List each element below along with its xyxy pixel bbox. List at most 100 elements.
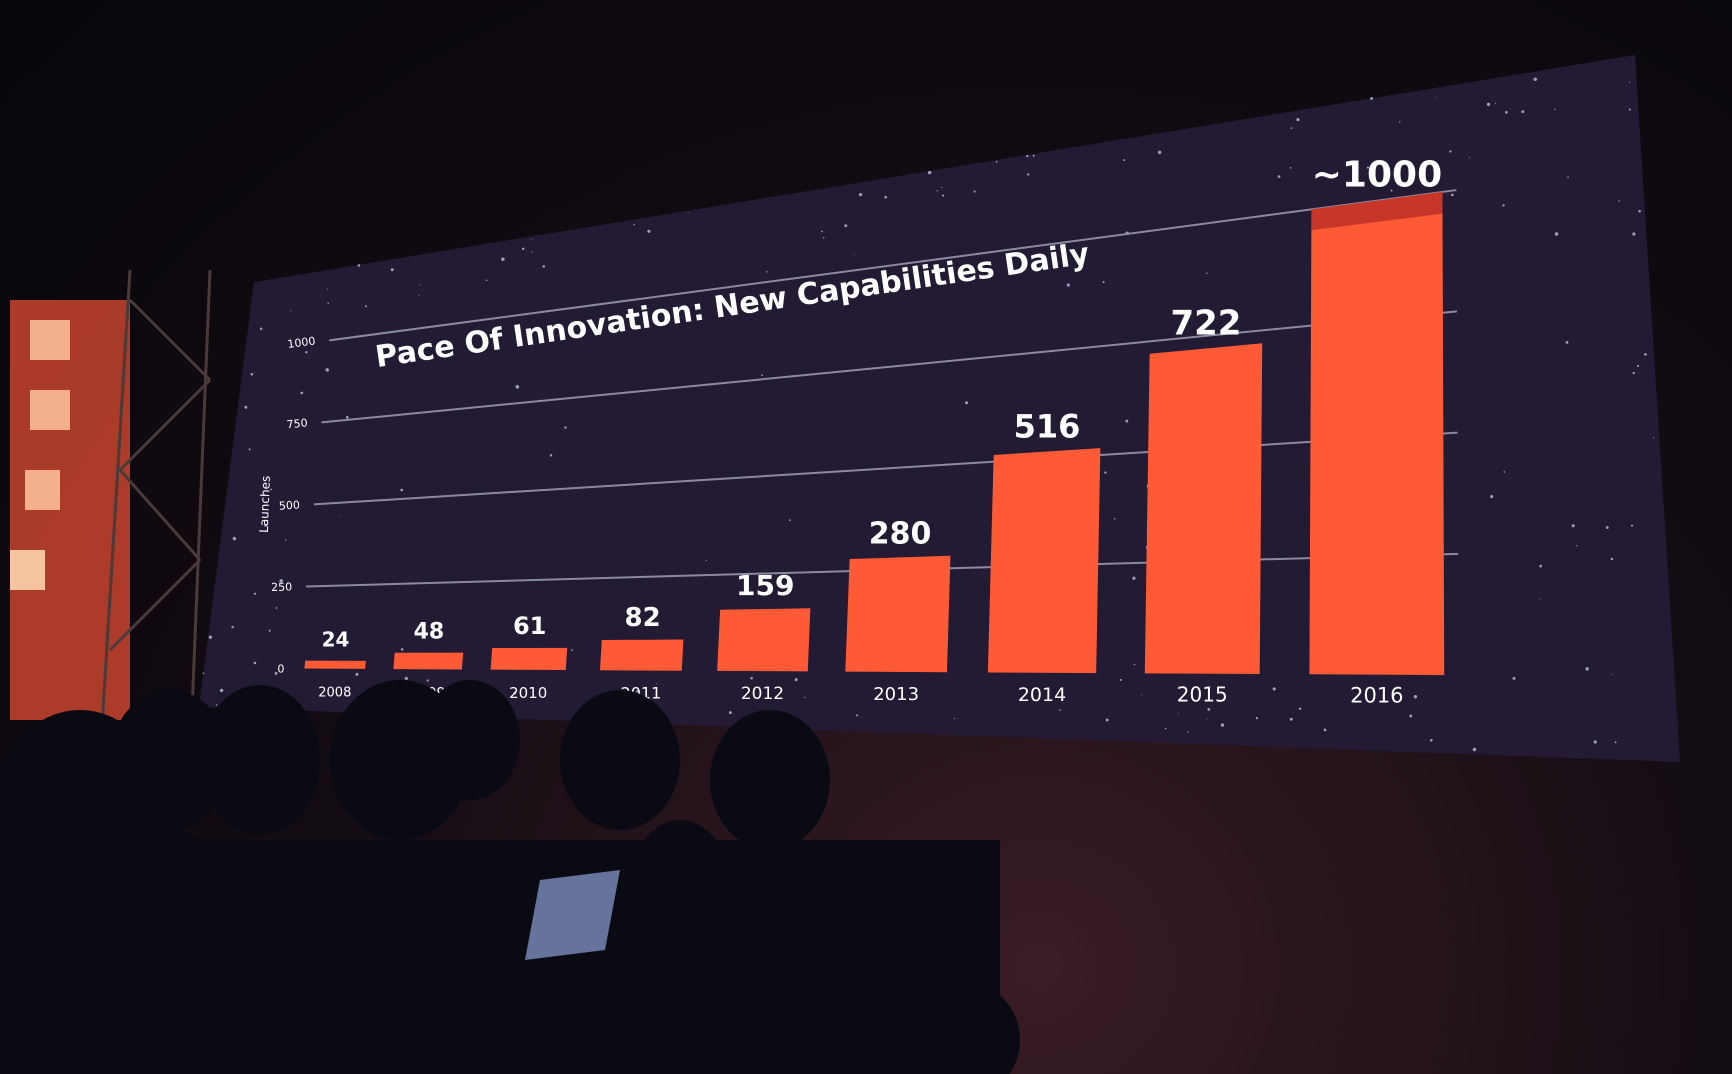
- star: [823, 236, 825, 239]
- star: [1539, 598, 1541, 600]
- star: [418, 294, 420, 296]
- star: [1366, 166, 1370, 169]
- star: [1289, 167, 1292, 169]
- star: [345, 415, 349, 419]
- value-label: 516: [1014, 408, 1081, 446]
- bar-2009: [393, 652, 464, 670]
- star: [1289, 717, 1293, 721]
- star: [1277, 175, 1281, 178]
- star: [705, 560, 707, 562]
- star: [1554, 108, 1556, 111]
- star: [253, 661, 257, 665]
- bar-2014: [987, 448, 1101, 674]
- star: [647, 229, 651, 233]
- star: [1521, 110, 1525, 114]
- star: [219, 688, 224, 693]
- laptop-screen: [525, 870, 620, 960]
- star: [1503, 471, 1506, 473]
- star: [338, 515, 340, 517]
- star: [1632, 371, 1635, 375]
- star: [290, 310, 292, 312]
- y-tick-label: 500: [278, 498, 300, 512]
- star: [285, 539, 287, 541]
- star: [853, 253, 855, 255]
- star: [1206, 272, 1208, 274]
- star: [244, 405, 248, 409]
- bar-2012: [717, 608, 811, 672]
- star: [542, 265, 546, 268]
- star: [300, 391, 304, 395]
- value-label: 159: [736, 569, 794, 602]
- star: [1610, 557, 1614, 561]
- star: [766, 271, 768, 273]
- star: [1141, 694, 1143, 696]
- star: [1636, 364, 1640, 368]
- star: [1539, 564, 1542, 568]
- star: [400, 488, 404, 492]
- star: [208, 635, 212, 639]
- star: [964, 401, 969, 405]
- stage-lamp: [10, 550, 45, 590]
- star: [1638, 209, 1641, 213]
- star: [884, 195, 887, 199]
- star: [973, 190, 976, 193]
- star: [633, 224, 635, 226]
- star: [215, 704, 218, 706]
- star: [1571, 524, 1575, 528]
- star: [325, 368, 330, 372]
- star: [549, 454, 553, 457]
- star: [728, 711, 732, 715]
- star: [1605, 526, 1609, 529]
- star: [268, 629, 271, 632]
- star: [761, 374, 763, 377]
- star: [531, 251, 533, 253]
- star: [1370, 97, 1374, 100]
- star: [1512, 676, 1516, 680]
- star: [1505, 110, 1508, 114]
- star: [1066, 283, 1070, 287]
- star: [1255, 716, 1259, 720]
- x-tick-label: 2015: [1177, 683, 1228, 707]
- star: [804, 696, 806, 699]
- star: [1565, 341, 1569, 344]
- star: [995, 160, 998, 163]
- star: [250, 372, 254, 376]
- x-tick-label: 2013: [873, 684, 919, 705]
- star: [1125, 419, 1129, 423]
- star: [936, 190, 939, 192]
- value-label: 82: [625, 603, 661, 633]
- gridline: [329, 189, 1457, 342]
- projection-screen: [199, 55, 1680, 762]
- star: [1272, 687, 1276, 691]
- star: [202, 672, 205, 675]
- star: [1390, 189, 1393, 192]
- star: [231, 625, 234, 629]
- star: [530, 238, 532, 240]
- star: [1644, 353, 1647, 356]
- bar-2013: [845, 555, 951, 673]
- audience: [0, 680, 1020, 1074]
- bar-2008: [304, 660, 366, 669]
- y-tick-label: 250: [271, 580, 292, 594]
- gridline: [321, 310, 1458, 424]
- bar-2015: [1144, 343, 1263, 675]
- star: [1105, 718, 1109, 722]
- x-tick-label: 2012: [741, 684, 784, 704]
- truss: [98, 269, 212, 761]
- star: [279, 579, 283, 583]
- star: [305, 351, 308, 354]
- star: [1399, 121, 1401, 123]
- star: [274, 671, 278, 675]
- star: [485, 279, 488, 282]
- star: [419, 284, 421, 286]
- bar-2011: [600, 639, 684, 671]
- star: [1032, 154, 1035, 157]
- star: [327, 288, 329, 290]
- value-label: 722: [1170, 303, 1241, 343]
- star: [1434, 96, 1436, 98]
- star: [750, 676, 753, 680]
- y-axis-label: Launches: [257, 476, 273, 534]
- stage-lamp: [25, 470, 60, 510]
